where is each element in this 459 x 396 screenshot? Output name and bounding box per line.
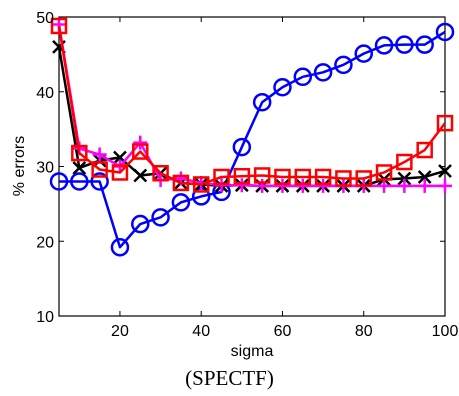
data-point-circle (171, 193, 191, 212)
y-tick-label: 30 (36, 160, 54, 177)
data-point-square (91, 161, 108, 178)
data-point-circle (354, 44, 373, 63)
data-point-circle (435, 22, 455, 42)
y-tick-label: 20 (36, 234, 54, 251)
data-point-circle (232, 137, 252, 157)
data-point-circle (131, 214, 150, 234)
data-point-plus (295, 178, 310, 193)
data-point-square (335, 170, 352, 187)
data-point-plus (316, 178, 331, 193)
y-tick-label: 40 (36, 85, 54, 102)
data-point-plus (275, 178, 290, 193)
data-point-square (213, 168, 230, 186)
x-tick-label: 20 (111, 323, 129, 340)
y-tick-label: 50 (36, 10, 54, 27)
data-point-square (152, 164, 169, 182)
figure-caption: (SPECTF) (185, 366, 274, 390)
axis-ticks (59, 16, 446, 317)
series-line-square (57, 25, 446, 186)
series-circle (49, 22, 455, 257)
data-point-square (355, 170, 372, 187)
x-tick-label: 100 (432, 323, 459, 340)
x-tick-label: 80 (355, 323, 373, 340)
data-point-x (417, 170, 432, 184)
data-point-plus (133, 135, 148, 150)
data-point-circle (395, 35, 414, 54)
data-point-square (50, 17, 68, 35)
data-point-plus (397, 178, 412, 193)
series-layer (49, 17, 455, 257)
data-point-circle (70, 172, 89, 191)
data-point-square (71, 144, 88, 162)
data-point-plus (417, 178, 432, 193)
data-point-plus (438, 178, 452, 193)
tick-labels: 20 40 60 80 100 10 20 30 40 50 (36, 10, 458, 340)
data-point-x (72, 161, 87, 175)
data-point-square (132, 143, 149, 160)
data-point-circle (293, 67, 313, 87)
series-line-circle (59, 30, 446, 249)
data-point-circle (273, 78, 292, 97)
data-point-square (294, 168, 312, 186)
x-tick-label: 60 (274, 323, 292, 340)
data-point-plus (92, 147, 107, 162)
data-point-circle (415, 35, 434, 54)
data-point-plus (377, 178, 392, 193)
data-point-circle (90, 172, 109, 191)
data-point-square (436, 114, 454, 132)
data-point-x (438, 164, 452, 178)
data-point-circle (374, 36, 394, 55)
data-point-square (274, 168, 291, 186)
data-point-square (192, 176, 210, 193)
data-point-circle (313, 63, 333, 82)
x-axis-label: sigma (231, 343, 274, 360)
data-point-square (314, 168, 332, 186)
data-point-square (233, 167, 251, 185)
series-square (50, 17, 454, 193)
data-point-square (396, 153, 413, 171)
data-point-square (416, 141, 433, 159)
data-point-x (397, 171, 412, 186)
data-point-square (253, 167, 271, 184)
data-point-plus (234, 178, 249, 193)
data-point-square (375, 164, 393, 181)
data-point-circle (151, 208, 170, 227)
data-point-circle (334, 55, 353, 75)
x-tick-label: 40 (192, 323, 210, 340)
data-point-square (172, 174, 190, 192)
y-tick-label: 10 (36, 309, 54, 326)
data-point-x (133, 168, 148, 183)
data-point-circle (49, 172, 69, 191)
data-point-square (111, 164, 129, 181)
y-axis-label: % errors (11, 136, 28, 196)
data-point-circle (110, 237, 130, 257)
data-point-circle (252, 92, 272, 112)
